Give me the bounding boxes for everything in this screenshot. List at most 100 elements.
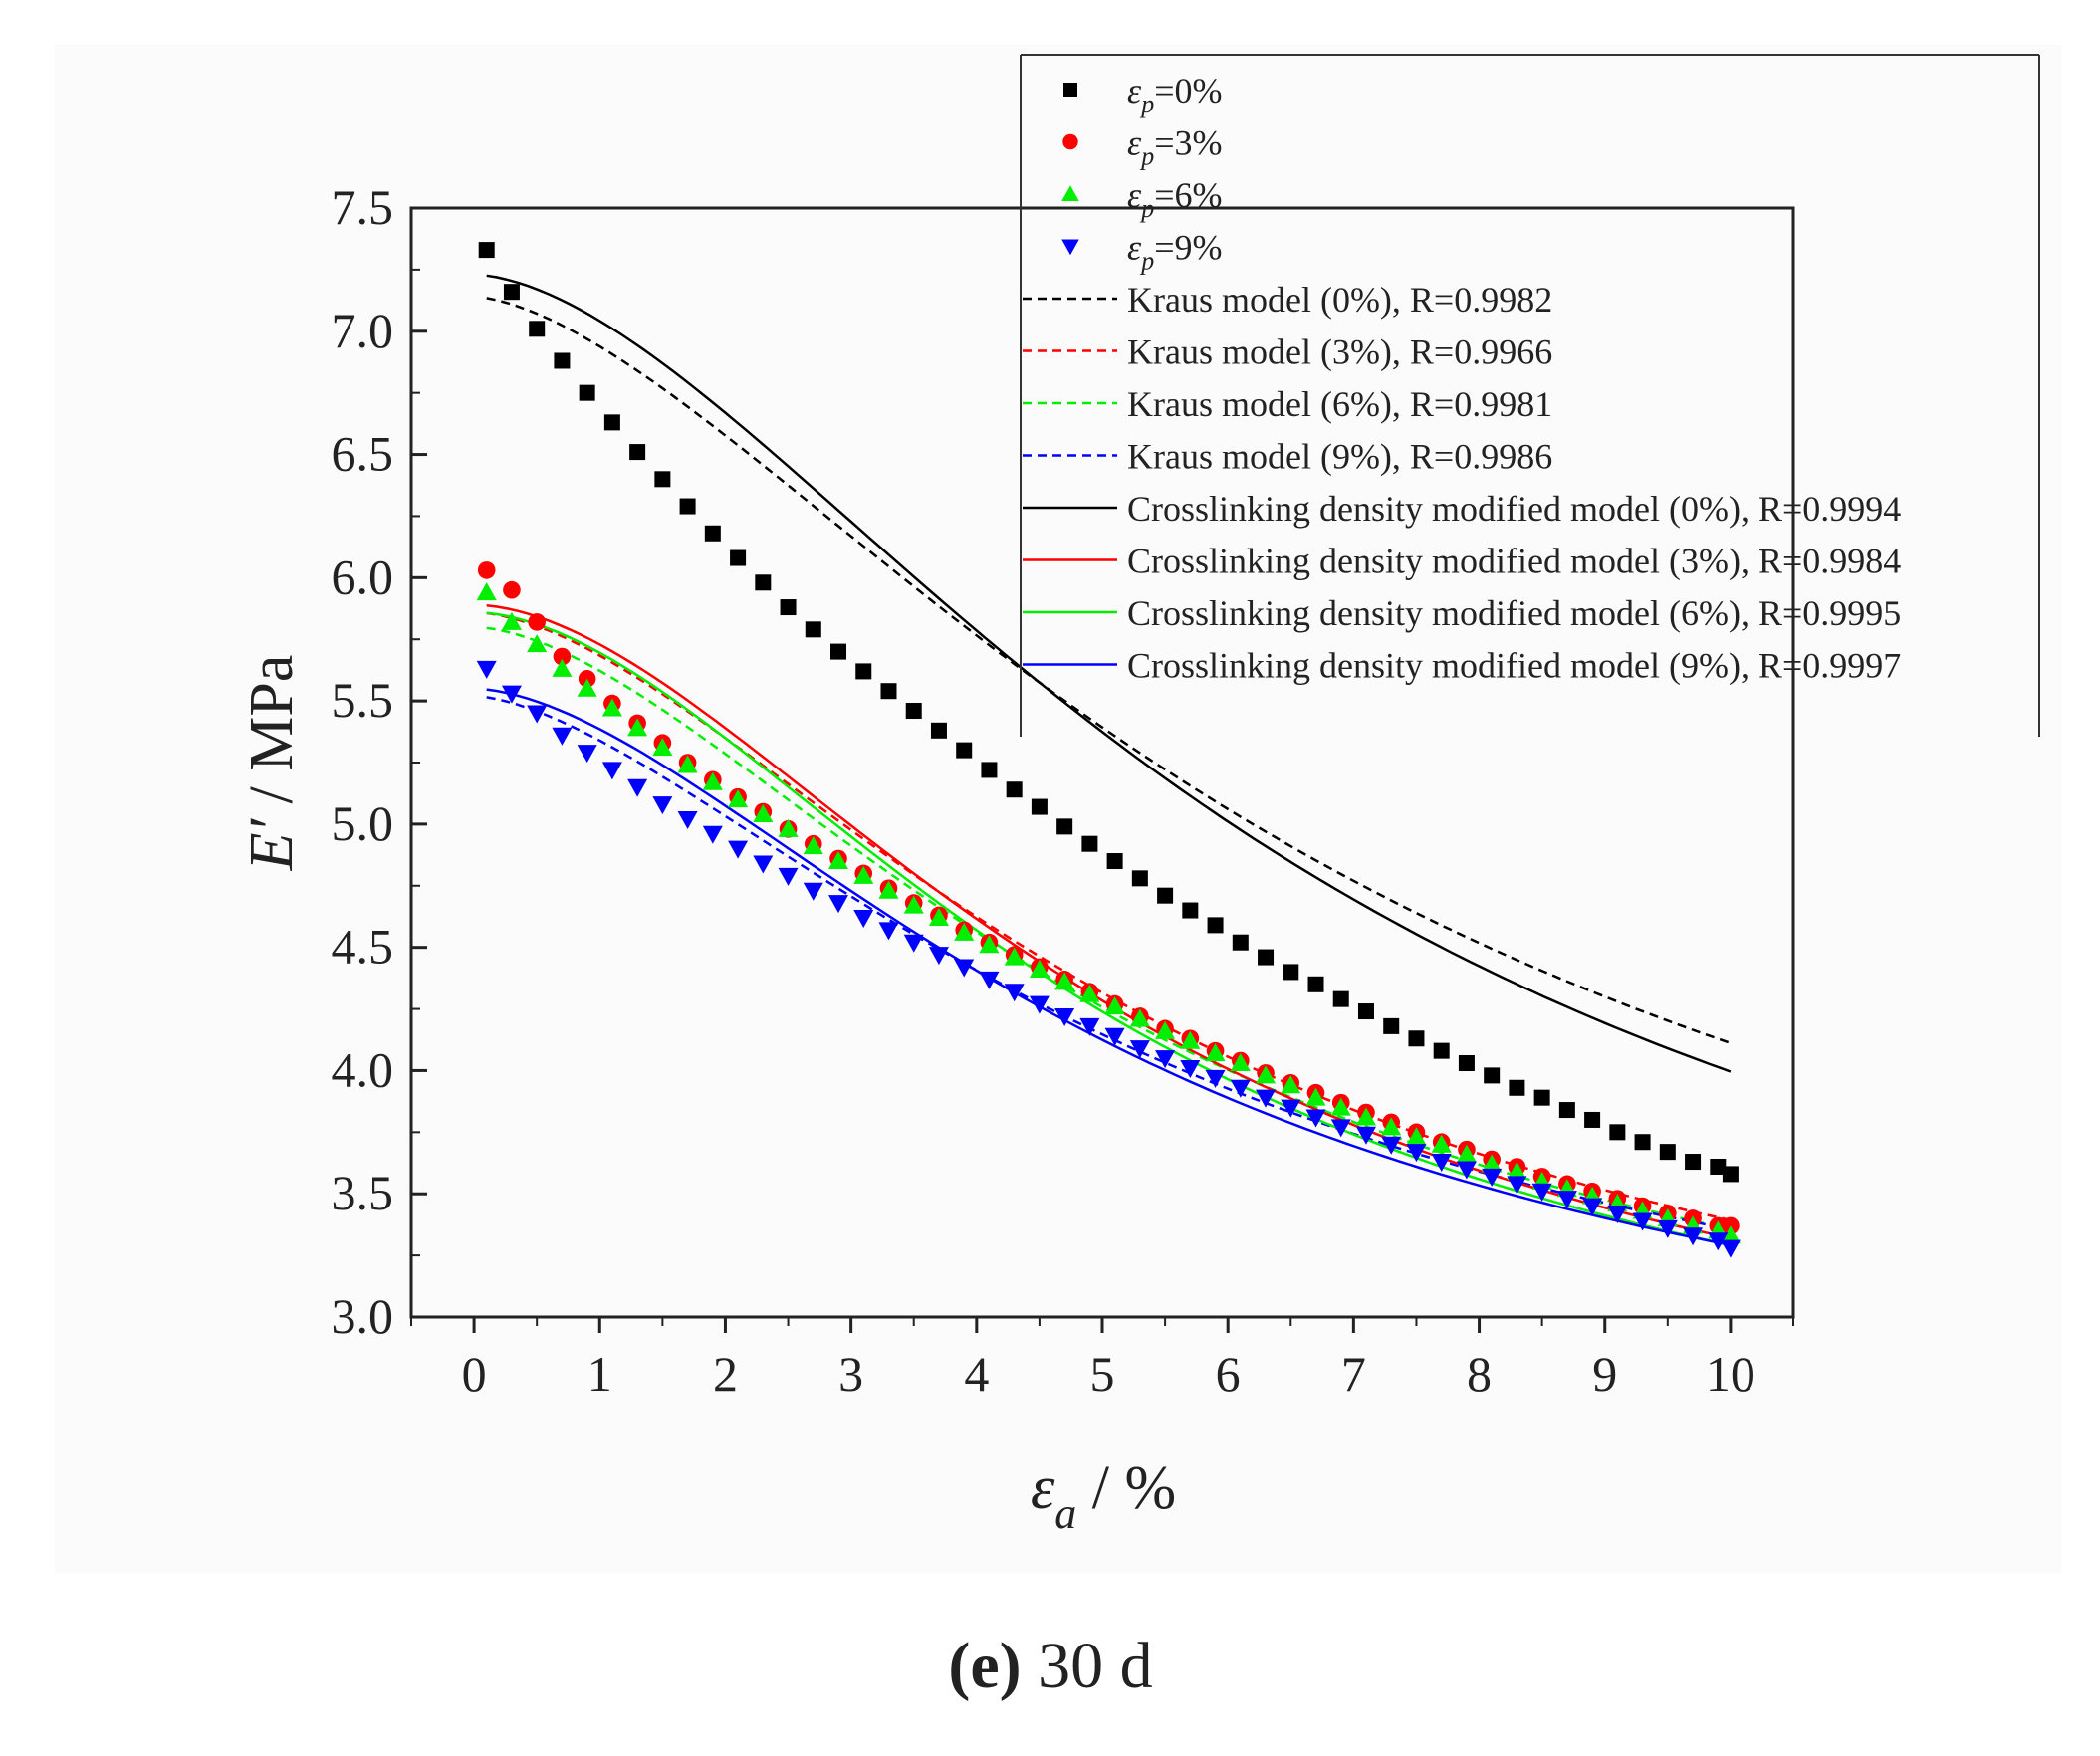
svg-text:E′ / MPa: E′ / MPa (238, 655, 306, 872)
x-tick-label: 0 (462, 1346, 487, 1402)
data-point (1482, 1168, 1503, 1187)
data-point (601, 698, 622, 717)
data-point (1205, 1069, 1226, 1088)
data-point (1054, 972, 1075, 990)
x-tick-label: 4 (964, 1346, 989, 1402)
data-point (903, 934, 924, 953)
data-point (1408, 1030, 1425, 1047)
y-tick-label: 7.0 (332, 303, 394, 358)
data-point (1330, 1119, 1351, 1138)
data-point (803, 882, 823, 901)
data-point (527, 634, 548, 653)
data-point (552, 727, 573, 746)
data-point (1129, 1040, 1150, 1059)
legend-label: εp=6% (1127, 175, 1222, 223)
data-point (704, 525, 721, 542)
legend-subscript: p (1139, 90, 1154, 118)
caption: (e) 30 d (948, 1630, 1152, 1702)
legend-value: =0% (1154, 71, 1222, 110)
data-point (476, 582, 497, 601)
data-point (1556, 1191, 1577, 1209)
legend-symbol: ε (1127, 228, 1142, 268)
y-axis-ticks: 3.0 3.5 4.0 4.5 5.0 5.5 6.0 6.5 7.0 7.5 (332, 179, 427, 1344)
data-point (1155, 1020, 1176, 1039)
data-point (601, 762, 622, 780)
data-point (478, 242, 495, 259)
x-tick-label: 5 (1090, 1346, 1115, 1402)
data-point (1104, 996, 1125, 1015)
data-point (830, 643, 847, 660)
data-point (503, 580, 521, 599)
legend-label: Kraus model (6%), R=0.9981 (1127, 384, 1552, 424)
legend-marker (1061, 185, 1079, 201)
data-point (1056, 818, 1073, 835)
data-point (728, 789, 749, 808)
data-point (880, 683, 897, 700)
data-point (755, 574, 772, 591)
data-point (1182, 902, 1199, 919)
data-point (577, 678, 597, 697)
data-point (903, 895, 924, 914)
data-point (1406, 1127, 1427, 1146)
y-tick-label: 6.5 (332, 426, 394, 482)
data-point (1054, 1007, 1075, 1026)
x-axis-ticks: 0 1 2 3 4 5 6 7 8 9 10 (410, 1317, 1794, 1402)
y-axis-title: E′ / MPa (238, 655, 306, 872)
crosslink-fit-curve (486, 274, 1732, 1073)
data-point (1006, 781, 1023, 798)
legend-marker (1063, 83, 1077, 97)
x-axis-symbol: ε (1031, 1454, 1055, 1522)
data-point (928, 907, 949, 926)
data-point (1155, 1050, 1176, 1069)
legend: εp=0%εp=3%εp=6%εp=9%Kraus model (0%), R=… (1020, 54, 2040, 737)
data-point (1131, 870, 1148, 887)
data-point (853, 909, 874, 928)
y-tick-label: 4.5 (332, 919, 394, 975)
data-point (1081, 835, 1098, 852)
data-point (1433, 1042, 1450, 1059)
legend-subscript: p (1139, 194, 1154, 223)
data-point (702, 771, 723, 790)
caption-letter: (e) (948, 1630, 1021, 1702)
data-point (979, 935, 1000, 954)
x-axis-unit: / % (1076, 1454, 1176, 1522)
series-6pct (476, 582, 1741, 1244)
data-point (1431, 1154, 1452, 1173)
data-point (981, 762, 998, 778)
data-point (1381, 1136, 1402, 1155)
data-point (1205, 1043, 1226, 1062)
data-point (954, 959, 975, 978)
data-point (477, 561, 496, 579)
data-point (778, 867, 799, 886)
data-point (1722, 1166, 1739, 1183)
crosslink-fit-curve (486, 611, 1732, 1247)
data-point (778, 818, 799, 837)
data-point (1509, 1079, 1525, 1096)
data-point (753, 803, 774, 822)
data-point (1305, 1109, 1326, 1128)
data-point (1180, 1059, 1201, 1078)
legend-marker (1062, 133, 1078, 150)
x-tick-label: 9 (1592, 1346, 1617, 1402)
data-point (1456, 1144, 1477, 1163)
data-point (1355, 1107, 1376, 1126)
data-point (1632, 1212, 1653, 1231)
legend-label: Kraus model (3%), R=0.9966 (1127, 332, 1552, 372)
data-point (501, 611, 522, 630)
data-point (1232, 934, 1249, 951)
x-tick-label: 8 (1467, 1346, 1492, 1402)
plot-frame (409, 206, 1795, 1319)
data-point (1383, 1017, 1400, 1034)
y-tick-label: 7.5 (332, 179, 394, 235)
data-point (652, 738, 673, 757)
data-point (476, 660, 497, 679)
legend-value: =3% (1154, 123, 1222, 163)
data-point (654, 471, 671, 488)
y-axis-unit: / MPa (238, 655, 306, 819)
data-point (527, 705, 548, 724)
data-point (1283, 964, 1299, 981)
y-tick-label: 5.5 (332, 672, 394, 728)
data-point (1355, 1126, 1376, 1145)
data-point (1634, 1134, 1651, 1151)
data-point (1004, 947, 1025, 966)
